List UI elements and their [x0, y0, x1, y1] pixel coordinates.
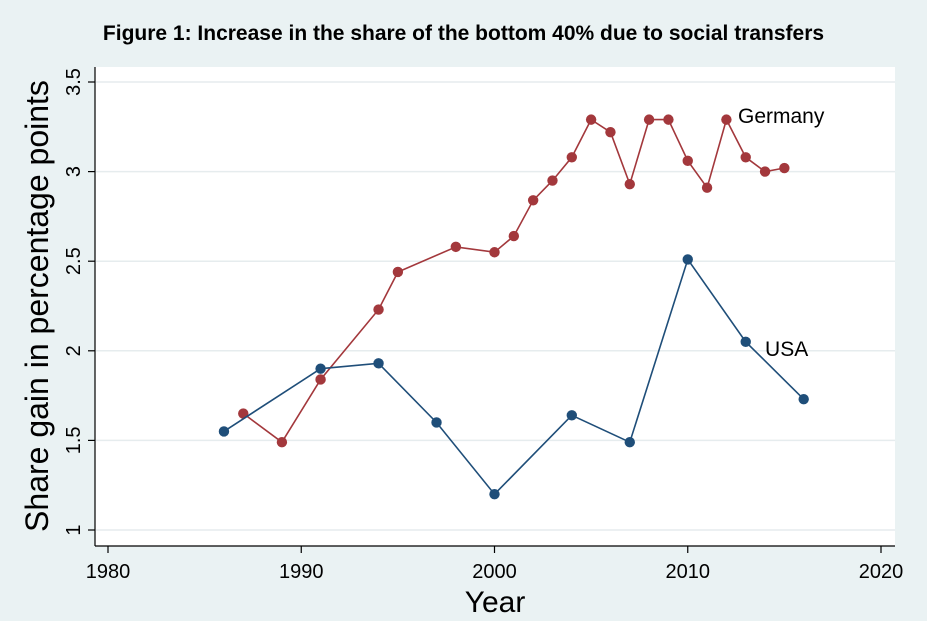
data-point: [740, 336, 751, 348]
y-tick-label: 3.5: [63, 68, 85, 96]
data-point: [450, 241, 462, 253]
data-point: [392, 266, 404, 278]
data-point: [276, 436, 288, 448]
data-point: [547, 175, 558, 186]
x-axis-label: Year: [465, 586, 526, 619]
series-line: [242, 117, 785, 444]
x-ticks: 1980 1990 2000 2010 2020: [86, 546, 904, 583]
series-germany: [238, 114, 790, 448]
data-point: [566, 410, 577, 421]
y-ticks: 1 1.5 2 2.5 3 3.5: [63, 68, 95, 536]
data-point: [489, 488, 500, 500]
data-point: [508, 230, 520, 242]
y-tick-label: 3: [63, 166, 85, 177]
series-label-usa: USA: [765, 338, 808, 361]
data-point: [701, 182, 713, 193]
x-tick-label: 2000: [472, 561, 517, 583]
data-point: [624, 178, 635, 190]
data-point: [682, 155, 693, 167]
data-point: [643, 114, 655, 125]
data-point: [566, 152, 577, 163]
data-point: [489, 247, 500, 258]
y-tick-label: 2: [63, 345, 85, 356]
series-labels: Germany USA: [738, 105, 825, 361]
data-point: [798, 393, 809, 405]
data-point: [585, 114, 597, 125]
y-tick-label: 2.5: [63, 247, 85, 275]
data-point: [431, 417, 442, 428]
plot-area: [95, 67, 895, 546]
data-point: [721, 114, 732, 125]
data-point: [315, 374, 326, 385]
data-point: [218, 426, 230, 437]
data-point: [315, 363, 326, 374]
series-label-germany: Germany: [738, 105, 825, 128]
data-point: [779, 162, 790, 174]
data-point: [682, 254, 693, 265]
y-axis-label: Share gain in percentage points: [19, 80, 55, 532]
data-point: [740, 152, 751, 163]
y-tick-label: 1: [63, 524, 85, 535]
series-line: [223, 257, 805, 496]
series-usa: [218, 254, 809, 500]
y-tick-label: 1.5: [63, 426, 85, 454]
data-point: [238, 408, 249, 419]
x-tick-label: 2020: [859, 561, 904, 583]
x-tick-label: 2010: [666, 561, 711, 583]
x-tick-label: 1980: [86, 561, 131, 583]
data-point: [624, 436, 635, 448]
data-point: [663, 114, 674, 125]
x-tick-label: 1990: [279, 561, 324, 583]
data-point: [605, 126, 616, 138]
data-point: [373, 304, 384, 315]
chart-title: Figure 1: Increase in the share of the b…: [102, 22, 825, 45]
data-point: [527, 195, 539, 206]
data-point: [373, 358, 384, 369]
data-point: [759, 166, 771, 177]
series-layer: [218, 114, 809, 500]
